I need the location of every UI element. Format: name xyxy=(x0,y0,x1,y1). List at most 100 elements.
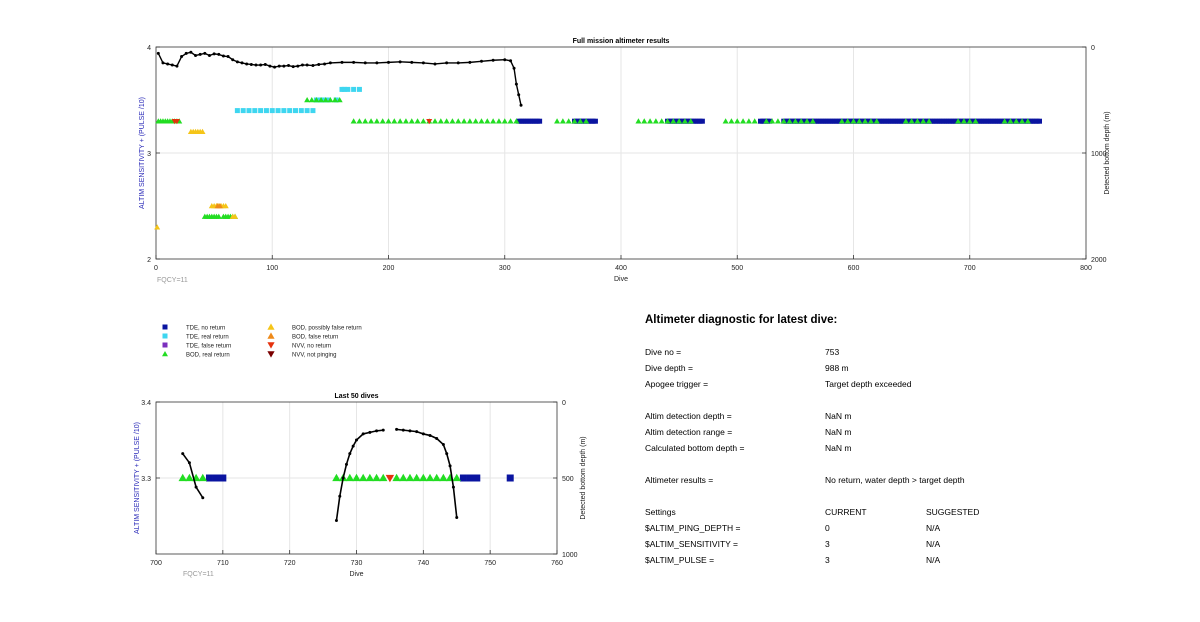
x-tick-label: 710 xyxy=(217,560,229,567)
tde-real-return-marker xyxy=(293,108,298,114)
bottom-depth-point xyxy=(305,63,309,67)
full-mission-chart: 0 100 200 300 400 500 600 700 800 2 3 4 0 1000 2000 Ful… xyxy=(139,38,1111,284)
bottom-depth-point xyxy=(221,54,225,58)
y2-tick-label: 1000 xyxy=(1091,151,1107,158)
x-tick-label: 100 xyxy=(266,265,278,272)
bod-real-return-marker xyxy=(809,118,816,124)
bod-real-return-marker xyxy=(399,473,408,482)
legend-label: NVV, not pinging xyxy=(292,353,336,359)
bottom-depth-point xyxy=(348,452,352,456)
bod-real-return-marker xyxy=(385,118,392,124)
bottom-depth-point xyxy=(375,61,379,65)
chart-title: Last 50 dives xyxy=(335,393,379,400)
bod-real-return-marker xyxy=(972,118,979,124)
bottom-depth-point xyxy=(187,461,191,465)
bottom-depth-point xyxy=(433,62,437,66)
bod-real-return-marker xyxy=(856,118,863,124)
bottom-depth-point xyxy=(421,432,425,436)
bottom-depth-point xyxy=(254,63,258,67)
bod-real-return-marker xyxy=(478,118,485,124)
bod-real-return-marker xyxy=(185,473,194,482)
marker-legend: TDE, no return TDE, real return TDE, false… xyxy=(162,323,362,359)
bod-real-return-marker xyxy=(368,118,375,124)
bod-real-return-marker xyxy=(443,118,450,124)
bottom-depth-point xyxy=(189,50,193,54)
diagnostic-value: NaN m xyxy=(825,411,852,421)
bod-real-return-marker xyxy=(439,473,448,482)
tde-no-return-marker xyxy=(1037,118,1042,124)
legend-marker xyxy=(162,351,168,357)
legend-marker xyxy=(162,342,168,348)
bottom-depth-point xyxy=(387,60,390,64)
legend-label: NVV, no return xyxy=(292,344,331,350)
diagnostic-value: NaN m xyxy=(825,427,852,437)
bottom-depth-point xyxy=(201,496,205,500)
diagnostic-label: $ALTIM_PULSE = xyxy=(645,555,715,565)
bod-real-return-marker xyxy=(920,118,927,124)
bod-real-return-marker xyxy=(850,118,857,124)
tde-no-return-marker xyxy=(767,118,773,124)
x-tick-label: 750 xyxy=(484,560,496,567)
bod-real-return-marker xyxy=(1024,118,1031,124)
bottom-depth-point xyxy=(514,82,518,86)
bod-real-return-marker xyxy=(490,118,497,124)
bod-real-return-marker xyxy=(647,118,654,124)
frequency-annotation: FQCY=11 xyxy=(183,571,214,578)
bod-real-return-marker xyxy=(412,473,421,482)
bottom-depth-point xyxy=(170,63,174,67)
x-tick-label: 720 xyxy=(284,560,296,567)
y-tick-label: 4 xyxy=(147,45,151,52)
bod-real-return-marker xyxy=(914,118,921,124)
x-tick-label: 700 xyxy=(964,265,976,272)
nvv-no-return-marker xyxy=(173,118,180,125)
tde-real-return-marker xyxy=(304,108,310,114)
bod-possibly-false-return-marker xyxy=(222,203,229,209)
diagnostic-value: Target depth exceeded xyxy=(825,379,912,389)
bottom-depth-point xyxy=(166,62,170,66)
bottom-depth-point xyxy=(375,429,379,433)
bottom-depth-point xyxy=(268,64,272,68)
y2-tick-label: 500 xyxy=(562,476,574,483)
bod-real-return-marker xyxy=(455,118,462,124)
bottom-depth-point xyxy=(249,62,253,66)
diagnostic-value: 0 xyxy=(825,523,830,533)
bottom-depth-point xyxy=(235,60,239,64)
bod-real-return-marker xyxy=(676,118,683,124)
tde-real-return-marker xyxy=(356,86,362,92)
tde-real-return-marker xyxy=(240,108,246,114)
bod-real-return-marker xyxy=(926,118,933,124)
bod-real-return-marker xyxy=(687,118,694,124)
bod-real-return-marker xyxy=(437,118,444,124)
legend-label: TDE, false return xyxy=(186,344,231,350)
tde-no-return-marker xyxy=(473,474,481,482)
legend-marker xyxy=(267,351,275,358)
bottom-depth-point xyxy=(491,58,495,62)
bod-real-return-marker xyxy=(1019,118,1026,124)
bod-real-return-marker xyxy=(658,118,665,124)
bod-real-return-marker xyxy=(792,118,799,124)
legend-label: BOD, possibly false return xyxy=(292,326,362,332)
bottom-depth-point xyxy=(451,485,455,489)
bod-real-return-marker xyxy=(313,97,320,103)
diagnostic-label: Altimeter results = xyxy=(645,475,714,485)
bod-real-return-marker xyxy=(379,473,388,482)
bottom-depth-point xyxy=(245,62,249,66)
bod-real-return-marker xyxy=(332,473,341,482)
bottom-depth-point xyxy=(311,64,315,68)
bottom-depth-point xyxy=(509,59,513,63)
x-tick-label: 400 xyxy=(615,265,627,272)
bod-real-return-marker xyxy=(804,118,810,124)
diagnostic-label: Calculated bottom depth = xyxy=(645,443,745,453)
frequency-annotation: FQCY=11 xyxy=(157,277,188,284)
diagnostic-label: $ALTIM_PING_DEPTH = xyxy=(645,523,741,533)
y2-tick-label: 1000 xyxy=(562,552,578,559)
bottom-depth-point xyxy=(240,61,244,65)
bottom-depth-point xyxy=(468,60,472,64)
bottom-depth-point xyxy=(395,427,399,431)
chart-title: Full mission altimeter results xyxy=(573,38,670,45)
bod-real-return-marker xyxy=(215,213,222,219)
bod-real-return-marker xyxy=(507,118,514,124)
bottom-depth-point xyxy=(180,55,184,59)
bod-possibly-false-return-marker xyxy=(199,128,206,135)
